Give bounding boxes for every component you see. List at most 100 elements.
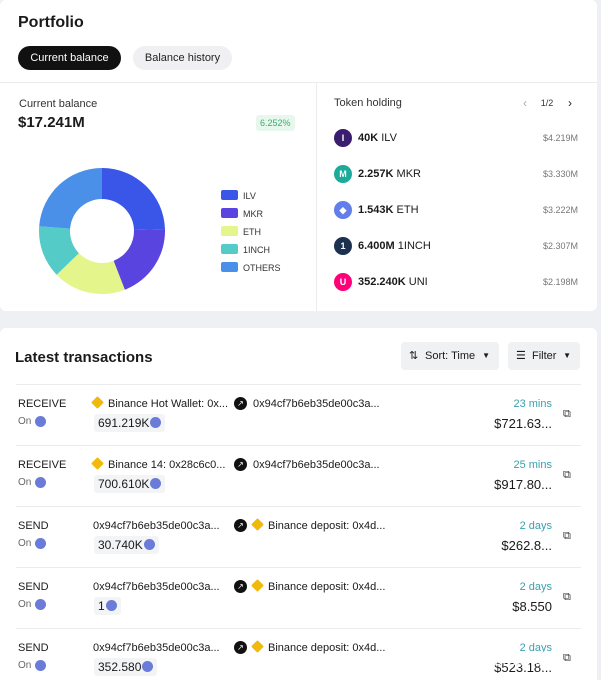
transaction-type: RECEIVE [18, 459, 67, 471]
chain-indicator: On [18, 416, 46, 427]
token-amount: 352.240K UNI [358, 276, 428, 288]
transaction-type: RECEIVE [18, 398, 67, 410]
transaction-time: 2 days [519, 642, 552, 654]
from-address-text: Binance Hot Wallet: 0x... [108, 398, 229, 410]
from-address-text: 0x94cf7b6eb35de00c3a... [93, 642, 220, 654]
to-address[interactable]: 0x94cf7b6eb35de00c3a... [253, 459, 380, 471]
external-link-icon[interactable]: ⧉ [563, 530, 571, 542]
token-holding-title: Token holding [334, 97, 402, 109]
token-icon [150, 417, 162, 428]
transaction-row[interactable]: SEND On 0x94cf7b6eb35de00c3a... ↗ Binance de… [0, 628, 597, 680]
external-link-icon[interactable]: ⧉ [563, 652, 571, 664]
tab-current-balance[interactable]: Current balance [18, 46, 121, 70]
to-address-text: Binance deposit: 0x4d... [268, 581, 386, 593]
pager-indicator: 1/2 [540, 98, 554, 108]
transaction-row[interactable]: RECEIVE On Binance Hot Wallet: 0x... ↗ 0x94c… [0, 384, 597, 445]
from-address-text: 0x94cf7b6eb35de00c3a... [93, 520, 220, 532]
legend-swatch [221, 190, 238, 200]
from-address[interactable]: 0x94cf7b6eb35de00c3a... [93, 581, 220, 593]
1inch-icon: 1 [334, 237, 352, 255]
transaction-time: 23 mins [513, 398, 552, 410]
token-quantity: 2.257K [358, 168, 394, 180]
token-icon [143, 539, 155, 550]
donut-slice-others [39, 168, 102, 229]
from-address[interactable]: Binance 14: 0x28c6c0... [91, 457, 225, 471]
from-address[interactable]: 0x94cf7b6eb35de00c3a... [93, 520, 220, 532]
chevron-left-icon[interactable]: ‹ [523, 96, 527, 110]
eth-icon: ◆ [334, 201, 352, 219]
tab-balance-history[interactable]: Balance history [133, 46, 232, 70]
sort-button[interactable]: ⇅ Sort: Time ▼ [401, 342, 499, 370]
external-link-icon[interactable]: ⧉ [563, 591, 571, 603]
amount-value: 30.740K [98, 538, 143, 552]
arrow-up-right-icon: ↗ [234, 397, 247, 410]
divider [16, 628, 581, 629]
chain-indicator: On [18, 538, 46, 549]
to-address[interactable]: Binance deposit: 0x4d... [251, 640, 385, 654]
token-usd-value: $2.198M [542, 277, 578, 287]
filter-button[interactable]: ☰ Filter ▼ [508, 342, 580, 370]
token-row-ilv[interactable]: I 40K ILV $4.219M [334, 128, 578, 148]
legend-label: ILV [243, 191, 256, 201]
chevron-right-icon[interactable]: › [568, 96, 572, 110]
watermark-logo: 金色财经 [486, 651, 547, 668]
token-quantity: 1.543K [358, 204, 394, 216]
sort-icon: ⇅ [409, 350, 419, 362]
divider [16, 445, 581, 446]
token-amount: 1.543K ETH [358, 204, 419, 216]
to-address[interactable]: Binance deposit: 0x4d... [251, 518, 385, 532]
amount-value: 1 [98, 599, 105, 613]
divider [16, 384, 581, 385]
amount-value: 691.219K [98, 416, 150, 430]
donut-slice-eth [56, 253, 125, 294]
arrow-up-right-icon: ↗ [234, 519, 247, 532]
binance-icon [251, 579, 264, 592]
transaction-row[interactable]: SEND On 0x94cf7b6eb35de00c3a... ↗ Binance de… [0, 506, 597, 567]
transaction-amount: 30.740K [94, 536, 159, 554]
token-icon [150, 478, 162, 489]
external-link-icon[interactable]: ⧉ [563, 469, 571, 481]
caret-down-icon: ▼ [563, 351, 571, 360]
token-symbol: ETH [396, 204, 419, 216]
filter-icon: ☰ [516, 350, 526, 362]
arrow-up-right-icon: ↗ [234, 458, 247, 471]
token-row-1inch[interactable]: 1 6.400M 1INCH $2.307M [334, 236, 578, 256]
on-label: On [18, 477, 32, 488]
binance-icon [91, 396, 104, 409]
legend-swatch [221, 208, 238, 218]
binance-icon [251, 640, 264, 653]
external-link-icon[interactable]: ⧉ [563, 408, 571, 420]
token-quantity: 352.240K [358, 276, 406, 288]
change-badge: 6.252% [256, 115, 295, 131]
transaction-row[interactable]: RECEIVE On Binance 14: 0x28c6c0... ↗ 0x94cf7… [0, 445, 597, 506]
chain-icon [35, 477, 46, 488]
chain-icon [35, 538, 46, 549]
to-address[interactable]: Binance deposit: 0x4d... [251, 579, 386, 593]
legend-label: 1INCH [243, 245, 271, 255]
caret-down-icon: ▼ [482, 351, 490, 360]
token-row-mkr[interactable]: M 2.257K MKR $3.330M [334, 164, 578, 184]
donut-slice-1inch [38, 226, 79, 275]
token-amount: 40K ILV [358, 132, 397, 144]
to-address-text: 0x94cf7b6eb35de00c3a... [253, 398, 380, 410]
from-address[interactable]: Binance Hot Wallet: 0x... [91, 396, 229, 410]
to-address[interactable]: 0x94cf7b6eb35de00c3a... [253, 398, 380, 410]
on-label: On [18, 599, 32, 610]
token-amount: 2.257K MKR [358, 168, 421, 180]
arrow-up-right-icon: ↗ [234, 580, 247, 593]
transaction-usd-value: $721.63... [494, 416, 552, 431]
from-address[interactable]: 0x94cf7b6eb35de00c3a... [93, 642, 220, 654]
transaction-type: SEND [18, 642, 49, 654]
transaction-type: SEND [18, 581, 49, 593]
current-balance-label: Current balance [19, 98, 98, 110]
chain-icon [35, 416, 46, 427]
filter-label: Filter [532, 350, 557, 362]
chain-indicator: On [18, 477, 46, 488]
transaction-row[interactable]: SEND On 0x94cf7b6eb35de00c3a... ↗ Binance de… [0, 567, 597, 628]
current-balance-value: $17.241M [18, 114, 85, 131]
mkr-icon: M [334, 165, 352, 183]
token-row-uni[interactable]: U 352.240K UNI $2.198M [334, 272, 578, 292]
token-row-eth[interactable]: ◆ 1.543K ETH $3.222M [334, 200, 578, 220]
divider [0, 82, 597, 83]
legend-swatch [221, 244, 238, 254]
